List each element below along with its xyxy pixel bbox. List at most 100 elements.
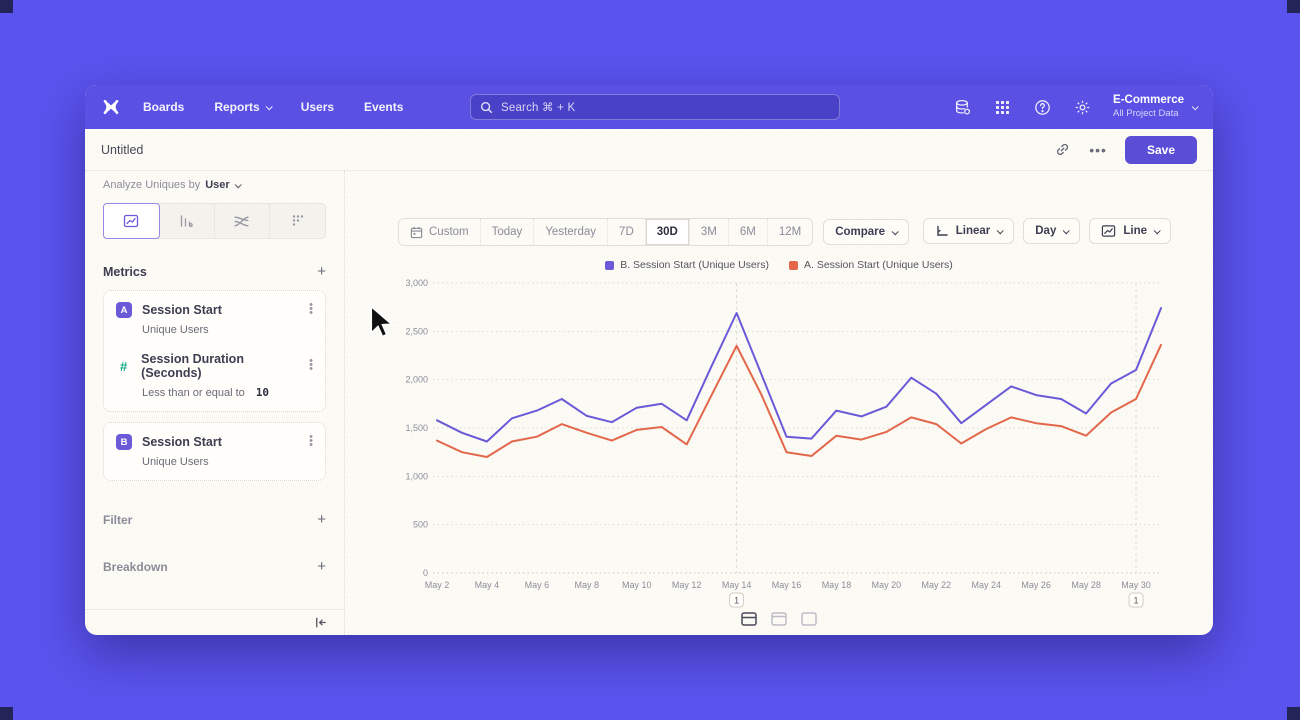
range-button-6m[interactable]: 6M: [729, 219, 768, 245]
compare-button[interactable]: Compare: [823, 219, 910, 245]
metric-a-menu-icon[interactable]: • • •: [309, 299, 313, 319]
compare-label: Compare: [835, 226, 886, 238]
metric-card-a[interactable]: A Session Start • • • Unique Users # Sessi…: [103, 290, 326, 412]
chevron-down-icon: [234, 180, 242, 188]
chart-size-small-button[interactable]: [740, 611, 758, 627]
metrics-section-header: Metrics +: [103, 263, 326, 280]
add-breakdown-button[interactable]: +: [317, 558, 326, 575]
metric-b-subtitle[interactable]: Unique Users: [142, 456, 209, 468]
tab-trends[interactable]: [103, 203, 160, 239]
project-switcher[interactable]: E-Commerce All Project Data: [1113, 94, 1199, 120]
line-chart-icon: [1102, 225, 1116, 237]
x-tick-label: May 20: [872, 580, 902, 590]
legend-item[interactable]: B. Session Start (Unique Users): [605, 259, 769, 271]
search-icon: [480, 101, 493, 113]
condition-value[interactable]: 10: [255, 386, 270, 399]
tab-bar[interactable]: [159, 204, 215, 238]
y-tick-label: 1,500: [405, 423, 428, 433]
nav-item-reports[interactable]: Reports: [214, 100, 273, 114]
help-icon[interactable]: [1033, 98, 1051, 116]
range-button-yesterday[interactable]: Yesterday: [534, 219, 609, 245]
x-tick-label: May 22: [922, 580, 952, 590]
number-property-icon: #: [119, 358, 128, 374]
chevron-down-icon: [265, 102, 273, 110]
series-line[interactable]: [436, 307, 1162, 443]
tab-breakdown[interactable]: [270, 204, 325, 238]
date-range-group: Custom Today Yesterday 7D 30D 3M 6M 12M: [398, 218, 814, 246]
range-button-7d[interactable]: 7D: [608, 219, 646, 245]
range-button-30d[interactable]: 30D: [645, 219, 690, 245]
range-button-3m[interactable]: 3M: [690, 219, 729, 245]
metrics-header-label: Metrics: [103, 264, 147, 279]
charttype-dropdown[interactable]: Line: [1089, 218, 1171, 244]
breakdown-section-header: Breakdown +: [103, 554, 326, 575]
scale-dropdown[interactable]: Linear: [922, 218, 1015, 244]
breakdown-header-label: Breakdown: [103, 559, 168, 574]
search-input[interactable]: Search ⌘ + K: [470, 94, 840, 120]
interval-dropdown[interactable]: Day: [1023, 218, 1081, 244]
apps-grid-icon[interactable]: [993, 98, 1011, 116]
tab-flow[interactable]: [215, 204, 271, 238]
scale-label: Linear: [955, 225, 991, 237]
corner-decoration: [0, 0, 13, 13]
data-management-icon[interactable]: [953, 98, 971, 116]
legend-item[interactable]: A. Session Start (Unique Users): [789, 259, 953, 271]
add-metric-button[interactable]: +: [317, 263, 326, 280]
corner-decoration: [1287, 707, 1300, 720]
settings-gear-icon[interactable]: [1073, 98, 1091, 116]
trend-chart[interactable]: 0 500 1,000 1,500 2,000 2,500 3,000 May 2 May 4 M…: [385, 271, 1175, 611]
report-title[interactable]: Untitled: [101, 142, 144, 157]
metric-duration-condition[interactable]: Less than or equal to 10: [142, 386, 313, 399]
app-window: Boards Reports Users Events Search ⌘ + K: [85, 85, 1213, 635]
legend-label: A. Session Start (Unique Users): [804, 259, 953, 271]
top-navbar: Boards Reports Users Events Search ⌘ + K: [85, 85, 1213, 129]
nav-item-events[interactable]: Events: [364, 100, 404, 114]
corner-decoration: [1287, 0, 1300, 13]
collapse-sidebar-icon[interactable]: [313, 615, 328, 630]
corner-decoration: [0, 707, 13, 720]
bar-chart-icon: [180, 215, 193, 227]
series-line[interactable]: [436, 343, 1162, 458]
metric-card-b[interactable]: B Session Start • • • Unique Users: [103, 422, 326, 481]
project-subtitle: All Project Data: [1113, 108, 1179, 120]
filter-section-header: Filter +: [103, 507, 326, 528]
save-button[interactable]: Save: [1124, 135, 1197, 164]
metric-duration-name: Session Duration (Seconds): [141, 352, 244, 380]
chart-size-medium-button[interactable]: [770, 611, 788, 627]
chevron-down-icon: [891, 227, 899, 235]
share-link-icon[interactable]: [1054, 141, 1071, 158]
y-tick-label: 0: [423, 568, 428, 578]
add-filter-button[interactable]: +: [317, 511, 326, 528]
linear-axis-icon: [937, 225, 948, 236]
metric-a-subtitle[interactable]: Unique Users: [142, 324, 209, 336]
metric-duration-menu-icon[interactable]: • • •: [309, 355, 313, 375]
y-tick-label: 2,000: [405, 375, 428, 385]
range-button-custom[interactable]: Custom: [399, 219, 481, 245]
sidebar-footer: [85, 609, 344, 635]
metric-b-badge: B: [116, 434, 132, 450]
range-button-12m[interactable]: 12M: [778, 226, 802, 238]
nav-links: Boards Reports Users Events: [143, 100, 403, 114]
more-options-button[interactable]: •••: [1089, 141, 1107, 158]
range-button-today[interactable]: Today: [481, 219, 535, 245]
line-chart-icon: [124, 214, 139, 228]
y-tick-label: 3,000: [405, 278, 428, 288]
annotation-badge-label: 1: [734, 596, 739, 606]
analyze-value-dropdown[interactable]: User: [205, 179, 230, 191]
metric-b-menu-icon[interactable]: • • •: [309, 431, 313, 451]
chart-size-large-button[interactable]: [800, 611, 818, 627]
chevron-down-icon: [1191, 102, 1199, 110]
mixpanel-logo-icon[interactable]: [101, 97, 121, 117]
path-icon: [292, 215, 303, 226]
chevron-down-icon: [1063, 226, 1071, 234]
metric-b-name: Session Start: [142, 435, 222, 449]
nav-item-boards[interactable]: Boards: [143, 100, 185, 114]
metric-a-name: Session Start: [142, 303, 222, 317]
annotation-badge[interactable]: [1128, 592, 1144, 608]
x-tick-label: May 30: [1121, 580, 1151, 590]
nav-item-users[interactable]: Users: [300, 100, 335, 114]
annotation-badge[interactable]: [729, 592, 745, 608]
annotation-badge-label: 1: [1134, 596, 1139, 606]
report-titlebar: Untitled ••• Save: [85, 129, 1213, 171]
condition-label: Less than or equal to: [142, 387, 245, 399]
